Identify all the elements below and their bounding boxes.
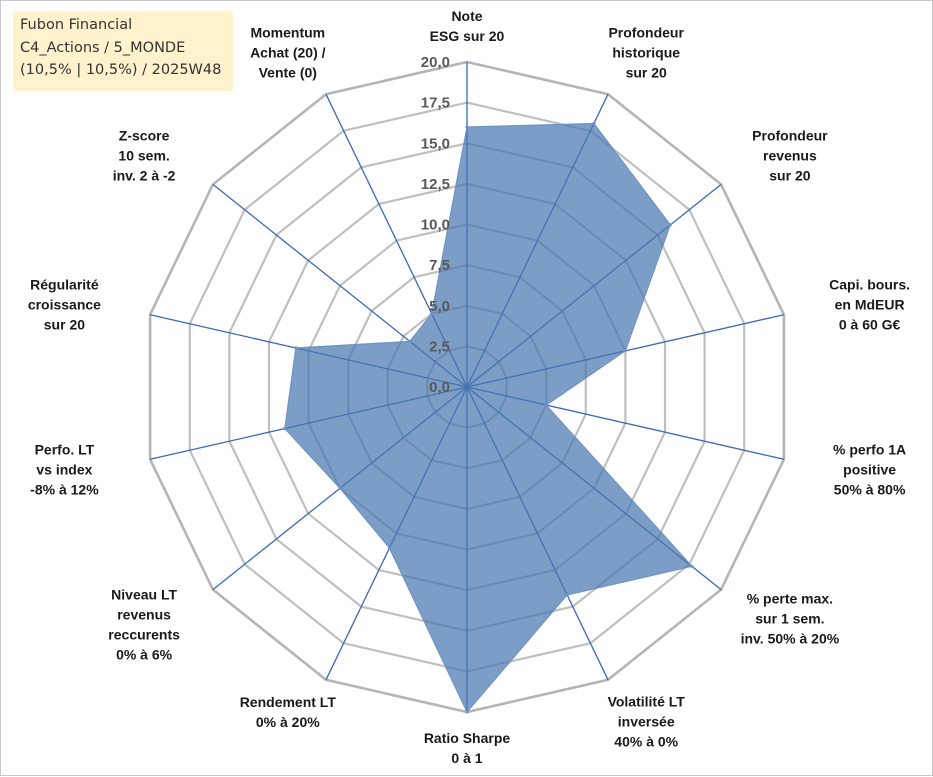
axis-label: Z-score 10 sem. inv. 2 à -2: [113, 128, 176, 184]
axis-label: Capi. bours. en MdEUR 0 à 60 G€: [829, 276, 910, 332]
tick-label: 10,0: [421, 217, 450, 234]
axis-label: Perfo. LT vs index -8% à 12%: [30, 442, 99, 498]
axis-label-line: -8% à 12%: [30, 482, 99, 498]
axis-label: Momentum Achat (20) / Vente (0): [250, 25, 326, 81]
axis-label-line: 0% à 20%: [256, 714, 320, 730]
axis-label-line: sur 20: [626, 65, 667, 81]
tick-label: 5,0: [429, 298, 450, 315]
data-point: [465, 125, 469, 129]
axis-label-line: 50% à 80%: [834, 482, 906, 498]
data-point: [690, 564, 694, 568]
axis-label: Niveau LT revenus reccurents 0% à 6%: [108, 587, 180, 663]
axis-label-line: Niveau LT: [111, 587, 177, 603]
tick-label: 15,0: [421, 135, 450, 152]
data-point: [430, 312, 434, 316]
axis-label: Rendement LT 0% à 20%: [240, 694, 337, 730]
axis-label-line: en MdEUR: [835, 296, 905, 312]
tick-label: 7,5: [429, 257, 450, 274]
data-point: [623, 349, 628, 353]
data-point: [565, 593, 569, 597]
axis-label-line: Capi. bours.: [829, 276, 910, 292]
tick-label: 20,0: [421, 54, 450, 71]
axis-label-line: Achat (20) /: [250, 45, 326, 61]
data-point: [592, 121, 596, 126]
tick-label: 2,5: [429, 338, 450, 355]
data-series: [283, 121, 694, 714]
tick-label: 17,5: [421, 95, 450, 112]
axis-label-line: Vente (0): [259, 65, 317, 81]
axis-label: % perte max. sur 1 sem. inv. 50% à 20%: [741, 590, 840, 646]
axis-label-line: croissance: [28, 296, 101, 312]
axis-label-line: Profondeur: [608, 25, 684, 41]
title-weights-date: (10,5% | 10,5%) / 2025W48: [20, 62, 222, 78]
axis-label-line: % perte max.: [747, 590, 833, 606]
axis-label: Régularité croissance sur 20: [28, 276, 101, 332]
axis-label: Ratio Sharpe 0 à 1: [424, 730, 511, 766]
axis-label-line: historique: [612, 45, 680, 61]
axis-label-line: Perfo. LT: [35, 442, 95, 458]
axis-label: Volatilité LT inversée 40% à 0%: [608, 693, 686, 749]
axis-label-line: revenus: [117, 607, 171, 623]
axis-label-line: inversée: [618, 713, 675, 729]
axis-labels: Note ESG sur 20 Profondeur historique sur 20…: [28, 8, 910, 766]
data-point: [544, 403, 548, 407]
axis-label-line: Régularité: [30, 276, 99, 292]
tick-labels: 0,0 2,5 5,0 7,5 10,0 12,5 15,0 17,5 20,0: [421, 54, 450, 396]
axis-label-line: Volatilité LT: [608, 693, 686, 709]
axis-label-line: revenus: [763, 148, 817, 164]
axis-label-line: vs index: [36, 462, 92, 478]
axis-label-line: % perfo 1A: [833, 442, 906, 458]
axis-label-line: sur 20: [769, 168, 810, 184]
axis-label-line: Note: [451, 8, 482, 24]
axis-label-line: inv. 50% à 20%: [741, 630, 840, 646]
title-category: C4_Actions / 5_MONDE: [20, 39, 186, 56]
axis-label-line: Rendement LT: [240, 694, 337, 710]
data-point: [338, 486, 342, 490]
chart-title-box: Fubon Financial C4_Actions / 5_MONDE (10…: [13, 11, 233, 91]
axis-label: Profondeur revenus sur 20: [752, 128, 828, 184]
axis-label-line: 0 à 60 G€: [839, 316, 901, 332]
axis-label-line: inv. 2 à -2: [113, 168, 176, 184]
axis-label-line: ESG sur 20: [430, 28, 505, 44]
axis-label-line: 10 sem.: [118, 148, 169, 164]
data-point: [668, 223, 672, 227]
axis-label-line: Momentum: [250, 25, 325, 41]
axis-label-line: sur 1 sem.: [755, 610, 824, 626]
axis-label: Note ESG sur 20: [430, 8, 505, 44]
tick-label: 0,0: [429, 379, 450, 396]
axis-label: Profondeur historique sur 20: [608, 25, 684, 81]
tick-label: 12,5: [421, 176, 450, 193]
data-point: [294, 346, 298, 350]
axis-label: % perfo 1A positive 50% à 80%: [833, 442, 906, 498]
axis-label-line: reccurents: [108, 627, 180, 643]
axis-label-line: sur 20: [44, 316, 85, 332]
series-area: [284, 122, 694, 714]
axis-label-line: 0% à 6%: [116, 647, 173, 663]
data-point: [465, 710, 469, 714]
axis-label-line: 0 à 1: [451, 750, 482, 766]
title-company: Fubon Financial: [20, 17, 133, 33]
axis-label-line: Profondeur: [752, 128, 828, 144]
axis-label-line: positive: [843, 462, 896, 478]
data-point: [387, 546, 391, 550]
axis-label-line: Ratio Sharpe: [424, 730, 511, 746]
data-point: [283, 427, 287, 431]
axis-label-line: Z-score: [119, 128, 170, 144]
axis-label-line: 40% à 0%: [614, 733, 678, 749]
data-point: [408, 339, 412, 343]
